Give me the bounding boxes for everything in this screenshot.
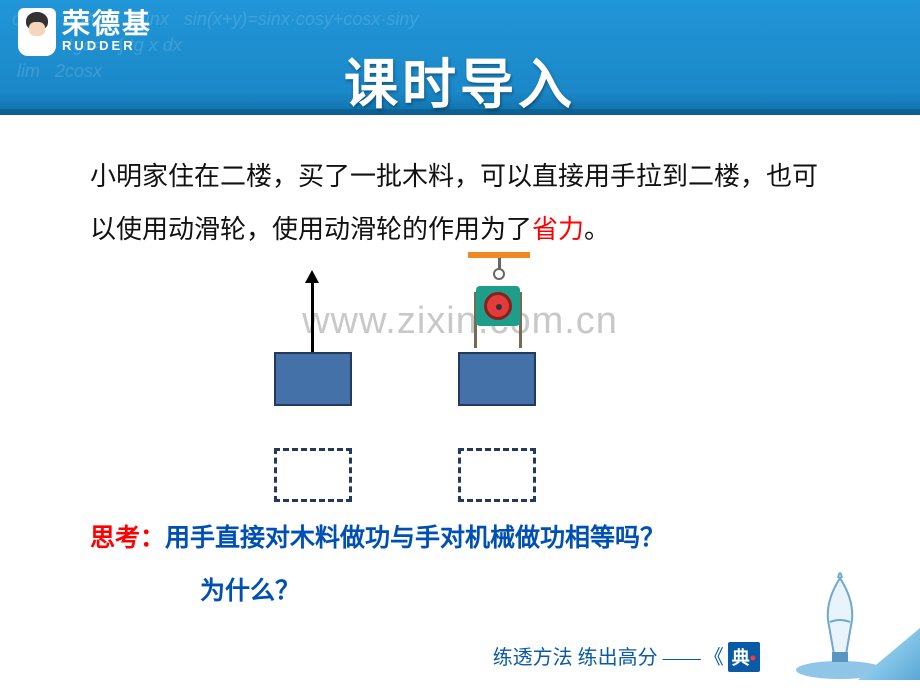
highlight-saveforce: 省力	[532, 214, 584, 244]
pulley-frame	[476, 286, 520, 326]
paragraph-text-2: 。	[584, 214, 610, 244]
thinking-label: 思考：	[90, 524, 165, 552]
pen-icon	[780, 560, 890, 680]
thinking-question-1: 用手直接对木料做功与手对机械做功相等吗？	[165, 524, 665, 552]
slide-title: 课时导入	[0, 40, 920, 115]
footer-book-open: 《	[704, 647, 724, 669]
wood-box-right-up	[458, 352, 536, 406]
slide-footer: 练透方法 练出高分 —— 《典•	[0, 636, 920, 680]
thinking-prompt: 思考：用手直接对木料做功与手对机械做功相等吗？ 为什么？	[90, 512, 850, 617]
main-content: 小明家住在二楼，买了一批木料，可以直接用手拉到二楼，也可以使用动滑轮，使用动滑轮…	[90, 150, 830, 257]
pen-illustration	[780, 560, 890, 680]
paragraph-text-1: 小明家住在二楼，买了一批木料，可以直接用手拉到二楼，也可以使用动滑轮，使用动滑轮…	[90, 161, 818, 244]
footer-slogan: 练透方法 练出高分	[493, 647, 663, 669]
physics-diagram	[240, 270, 670, 490]
wood-box-left-up	[274, 352, 352, 406]
thinking-question-2: 为什么？	[200, 565, 850, 618]
footer-slogan-wrap: 练透方法 练出高分 —— 《典•	[493, 641, 760, 672]
wood-box-right-down-dashed	[458, 448, 536, 502]
logo-chinese: 荣德基	[62, 10, 152, 38]
footer-brand-badge: 典•	[728, 642, 760, 672]
footer-brand-char: 典	[732, 648, 750, 668]
wood-box-left-down-dashed	[274, 448, 352, 502]
movable-pulley	[476, 286, 520, 326]
footer-dash: ——	[663, 647, 699, 669]
ceiling-hanger	[468, 252, 530, 280]
scenario-paragraph: 小明家住在二楼，买了一批木料，可以直接用手拉到二楼，也可以使用动滑轮，使用动滑轮…	[90, 150, 830, 257]
footer-brand-dot: •	[750, 648, 756, 668]
pulley-wheel-icon	[484, 292, 512, 320]
slide-header: cos²x tg²α= 2sinx sin(x+y)=sinx·cosy+cos…	[0, 0, 920, 115]
